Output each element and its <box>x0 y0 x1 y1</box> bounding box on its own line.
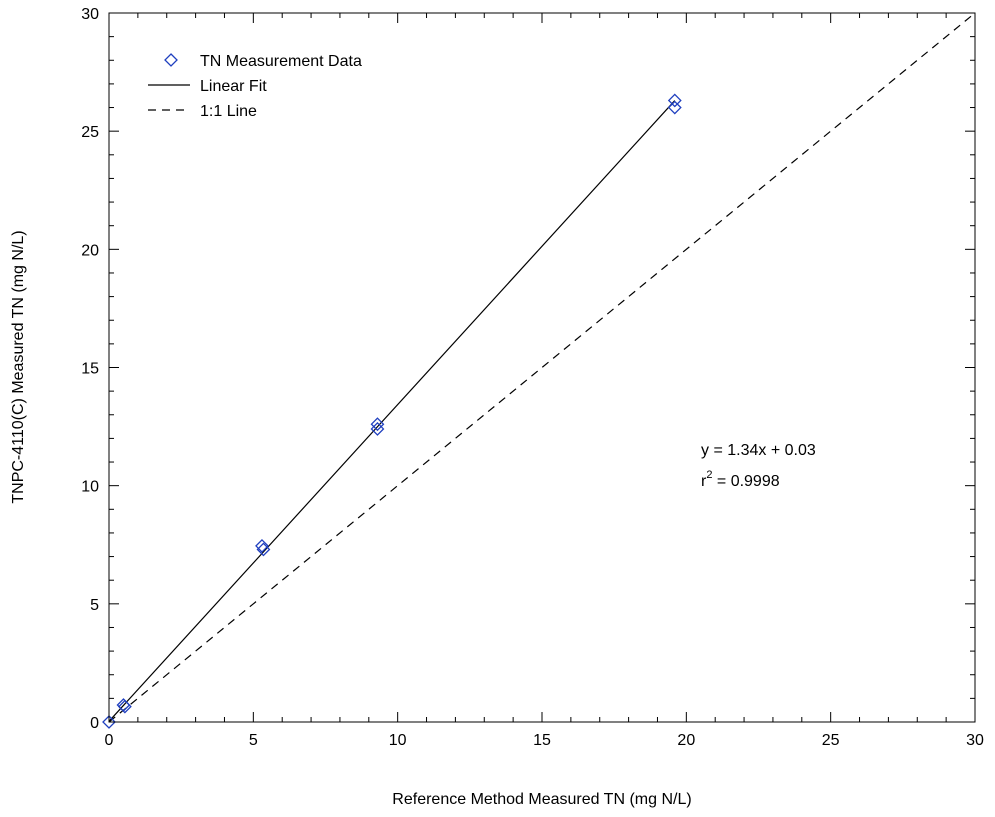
x-tick-label: 5 <box>249 732 258 749</box>
r-squared: r2 = 0.9998 <box>701 469 780 490</box>
y-tick-label: 30 <box>81 6 99 23</box>
x-axis-label: Reference Method Measured TN (mg N/L) <box>392 791 691 808</box>
data-point-marker <box>667 93 682 108</box>
one-to-one-line <box>108 12 976 723</box>
linear-fit-line <box>108 100 676 722</box>
y-tick-label: 5 <box>90 597 99 614</box>
data-point-marker <box>667 100 682 115</box>
y-tick-label: 0 <box>90 715 99 732</box>
data-point-marker <box>370 417 385 432</box>
legend-label: Linear Fit <box>200 78 267 95</box>
x-tick-label: 15 <box>533 732 551 749</box>
y-axis-label: TNPC-4110(C) Measured TN (mg N/L) <box>10 230 27 503</box>
x-tick-label: 25 <box>822 732 840 749</box>
legend-label: TN Measurement Data <box>200 53 362 70</box>
tick-layer: 0 5 10 15 20 25 30 0 5 10 15 20 25 30 <box>81 6 984 749</box>
line-layer <box>108 12 976 723</box>
x-tick-label: 0 <box>105 732 114 749</box>
legend-label: 1:1 Line <box>200 103 257 120</box>
y-tick-label: 10 <box>81 479 99 496</box>
data-point-marker <box>256 542 271 557</box>
legend-marker-diamond <box>164 53 178 67</box>
x-tick-label: 10 <box>389 732 407 749</box>
data-point-marker <box>370 422 385 436</box>
x-tick-label: 20 <box>677 732 695 749</box>
r-squared-value: = 0.9998 <box>712 473 779 490</box>
y-tick-label: 25 <box>81 124 99 141</box>
data-point-marker <box>102 715 116 729</box>
data-point-marker <box>255 539 269 553</box>
point-layer <box>102 93 682 729</box>
r-squared-prefix: r <box>701 473 707 490</box>
data-point-marker <box>117 699 132 714</box>
fit-equation: y = 1.34x + 0.03 <box>701 442 816 459</box>
legend: TN Measurement Data Linear Fit 1:1 Line <box>148 53 362 120</box>
x-tick-label: 30 <box>966 732 984 749</box>
r-squared-exponent: 2 <box>706 469 712 481</box>
y-tick-label: 20 <box>81 242 99 259</box>
y-tick-label: 15 <box>81 361 99 378</box>
